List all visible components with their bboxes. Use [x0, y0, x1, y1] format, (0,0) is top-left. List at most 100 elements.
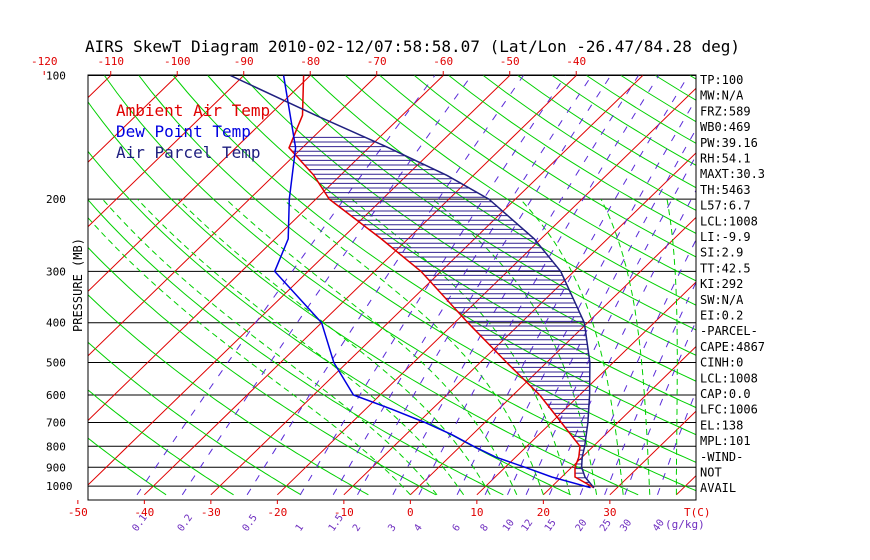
dry-adiabat-line: [88, 437, 167, 496]
moist-adiabat-line: [600, 198, 651, 495]
mixing-ratio-line: [136, 75, 436, 496]
index-entry: TP:100: [700, 73, 743, 87]
profile-line: [288, 75, 595, 489]
isotherm-line: [88, 75, 245, 228]
isotherm-line: [88, 75, 511, 486]
index-entry: MW:N/A: [700, 89, 744, 103]
mixing-ratio-line: [579, 238, 696, 495]
plot-frame: [87, 74, 697, 501]
mixing-ratio-line: [357, 75, 612, 496]
chart-title: AIRS SkewT Diagram 2010-02-12/07:58:58.0…: [85, 37, 740, 56]
mixing-ratio-label: 15: [543, 518, 559, 534]
cape-hatching: [289, 136, 594, 488]
isotherm-line: [410, 216, 696, 496]
isotherm-line: [88, 75, 311, 292]
pressure-tick-label: 800: [46, 440, 66, 453]
index-entry: AVAIL: [700, 481, 736, 495]
legend-entry: Dew Point Temp: [116, 122, 251, 141]
mixing-ratio-unit-label: (g/kg): [665, 518, 705, 531]
mixing-ratio-line: [484, 98, 696, 496]
dry-adiabat-line: [88, 341, 302, 496]
dry-adiabat-line: [379, 75, 696, 282]
top-temp-tick-label: -80: [300, 55, 320, 68]
profile-line: [273, 75, 591, 489]
mixing-ratio-line: [418, 75, 660, 496]
mixing-ratio-label: 3: [386, 522, 398, 533]
bottom-temp-tick-label: -10: [334, 506, 354, 519]
top-temp-tick-label: -120: [31, 55, 58, 68]
bottom-temp-tick-label: -40: [134, 506, 154, 519]
mixing-ratio-label: 8: [479, 522, 491, 533]
top-temp-tick-label: -60: [433, 55, 453, 68]
index-entry: LFC:1006: [700, 403, 758, 417]
grid-lines: [88, 75, 870, 496]
dry-adiabat-line: [88, 389, 234, 496]
mixing-ratio-label: 30: [618, 518, 634, 534]
index-entry: RH:54.1: [700, 152, 751, 166]
dry-adiabat-line: [88, 199, 504, 496]
index-entry: SW:N/A: [700, 293, 744, 307]
pressure-tick-label: 1000: [46, 480, 73, 493]
dry-adiabat-line: [172, 75, 696, 436]
isotherm-line: [743, 76, 870, 495]
mixing-ratio-label: 1: [294, 522, 306, 533]
index-entry: MAXT:30.3: [700, 167, 765, 181]
index-entry: WB0:469: [700, 120, 751, 134]
moist-adiabat-line: [351, 198, 571, 495]
index-entry: LCL:1008: [700, 371, 758, 385]
mixing-ratio-line: [246, 75, 524, 496]
mixing-ratio-label: 20: [574, 518, 590, 534]
moist-adiabat-line: [88, 217, 411, 496]
bottom-temp-tick-label: -30: [201, 506, 221, 519]
top-temp-tick-label: -90: [234, 55, 254, 68]
profile-lines: [230, 75, 595, 489]
bottom-temp-tick-label: 30: [603, 506, 616, 519]
moist-adiabat-line: [432, 198, 598, 495]
mixing-ratio-line: [181, 75, 472, 496]
dry-adiabat-line: [414, 75, 696, 258]
mixing-ratio-line: [299, 75, 567, 496]
top-temp-tick-label: -70: [367, 55, 387, 68]
index-entry: CAPE:4867: [700, 340, 765, 354]
moist-adiabat-line: [282, 198, 544, 495]
mixing-ratio-line: [548, 189, 696, 496]
isotherm-line: [210, 75, 644, 496]
isotherm-line: [88, 75, 178, 163]
top-temp-tick-label: -100: [164, 55, 191, 68]
index-entry: -WIND-: [700, 450, 743, 464]
dry-adiabat-line: [276, 75, 696, 356]
legend-entry: Ambient Air Temp: [116, 101, 270, 120]
dry-adiabat-line: [345, 75, 696, 306]
legend: Ambient Air Temp Dew Point Temp Air Parcel…: [116, 101, 270, 162]
mixing-ratio-line: [392, 75, 639, 496]
top-temp-tick-label: -110: [97, 55, 124, 68]
moist-adiabat-line: [519, 198, 624, 495]
isotherm-line: [609, 410, 696, 496]
index-entry: MPL:101: [700, 434, 751, 448]
mixing-ratio-label: 10: [501, 518, 517, 534]
mixing-ratio-line: [525, 154, 696, 496]
mixing-ratio-line: [604, 281, 696, 495]
mixing-ratio-label: 25: [598, 518, 614, 534]
mixing-ratio-line: [332, 75, 593, 496]
dry-adiabat-line: [310, 75, 696, 331]
pressure-tick-label: 400: [46, 317, 66, 330]
index-entry: LCL:1008: [700, 214, 758, 228]
legend-entry: Air Parcel Temp: [116, 143, 261, 162]
mixing-ratio-line: [624, 320, 696, 495]
pressure-tick-label: 900: [46, 461, 66, 474]
moist-adiabat-line: [666, 199, 678, 495]
index-entry: SI:2.9: [700, 246, 743, 260]
index-entry: EI:0.2: [700, 309, 743, 323]
index-entry: TT:42.5: [700, 261, 751, 275]
index-entry: EL:138: [700, 418, 743, 432]
index-entry: -PARCEL-: [700, 324, 758, 338]
mixing-ratio-label: 2: [351, 522, 363, 533]
pressure-tick-label: 600: [46, 389, 66, 402]
index-entry: LI:-9.9: [700, 230, 751, 244]
isotherm-line: [277, 87, 696, 496]
y-axis-label: PRESSURE (MB): [71, 238, 85, 332]
bottom-temp-tick-label: -50: [68, 506, 88, 519]
mixing-ratio-label: 0.2: [176, 513, 195, 534]
moist-adiabat-line: [137, 198, 465, 496]
